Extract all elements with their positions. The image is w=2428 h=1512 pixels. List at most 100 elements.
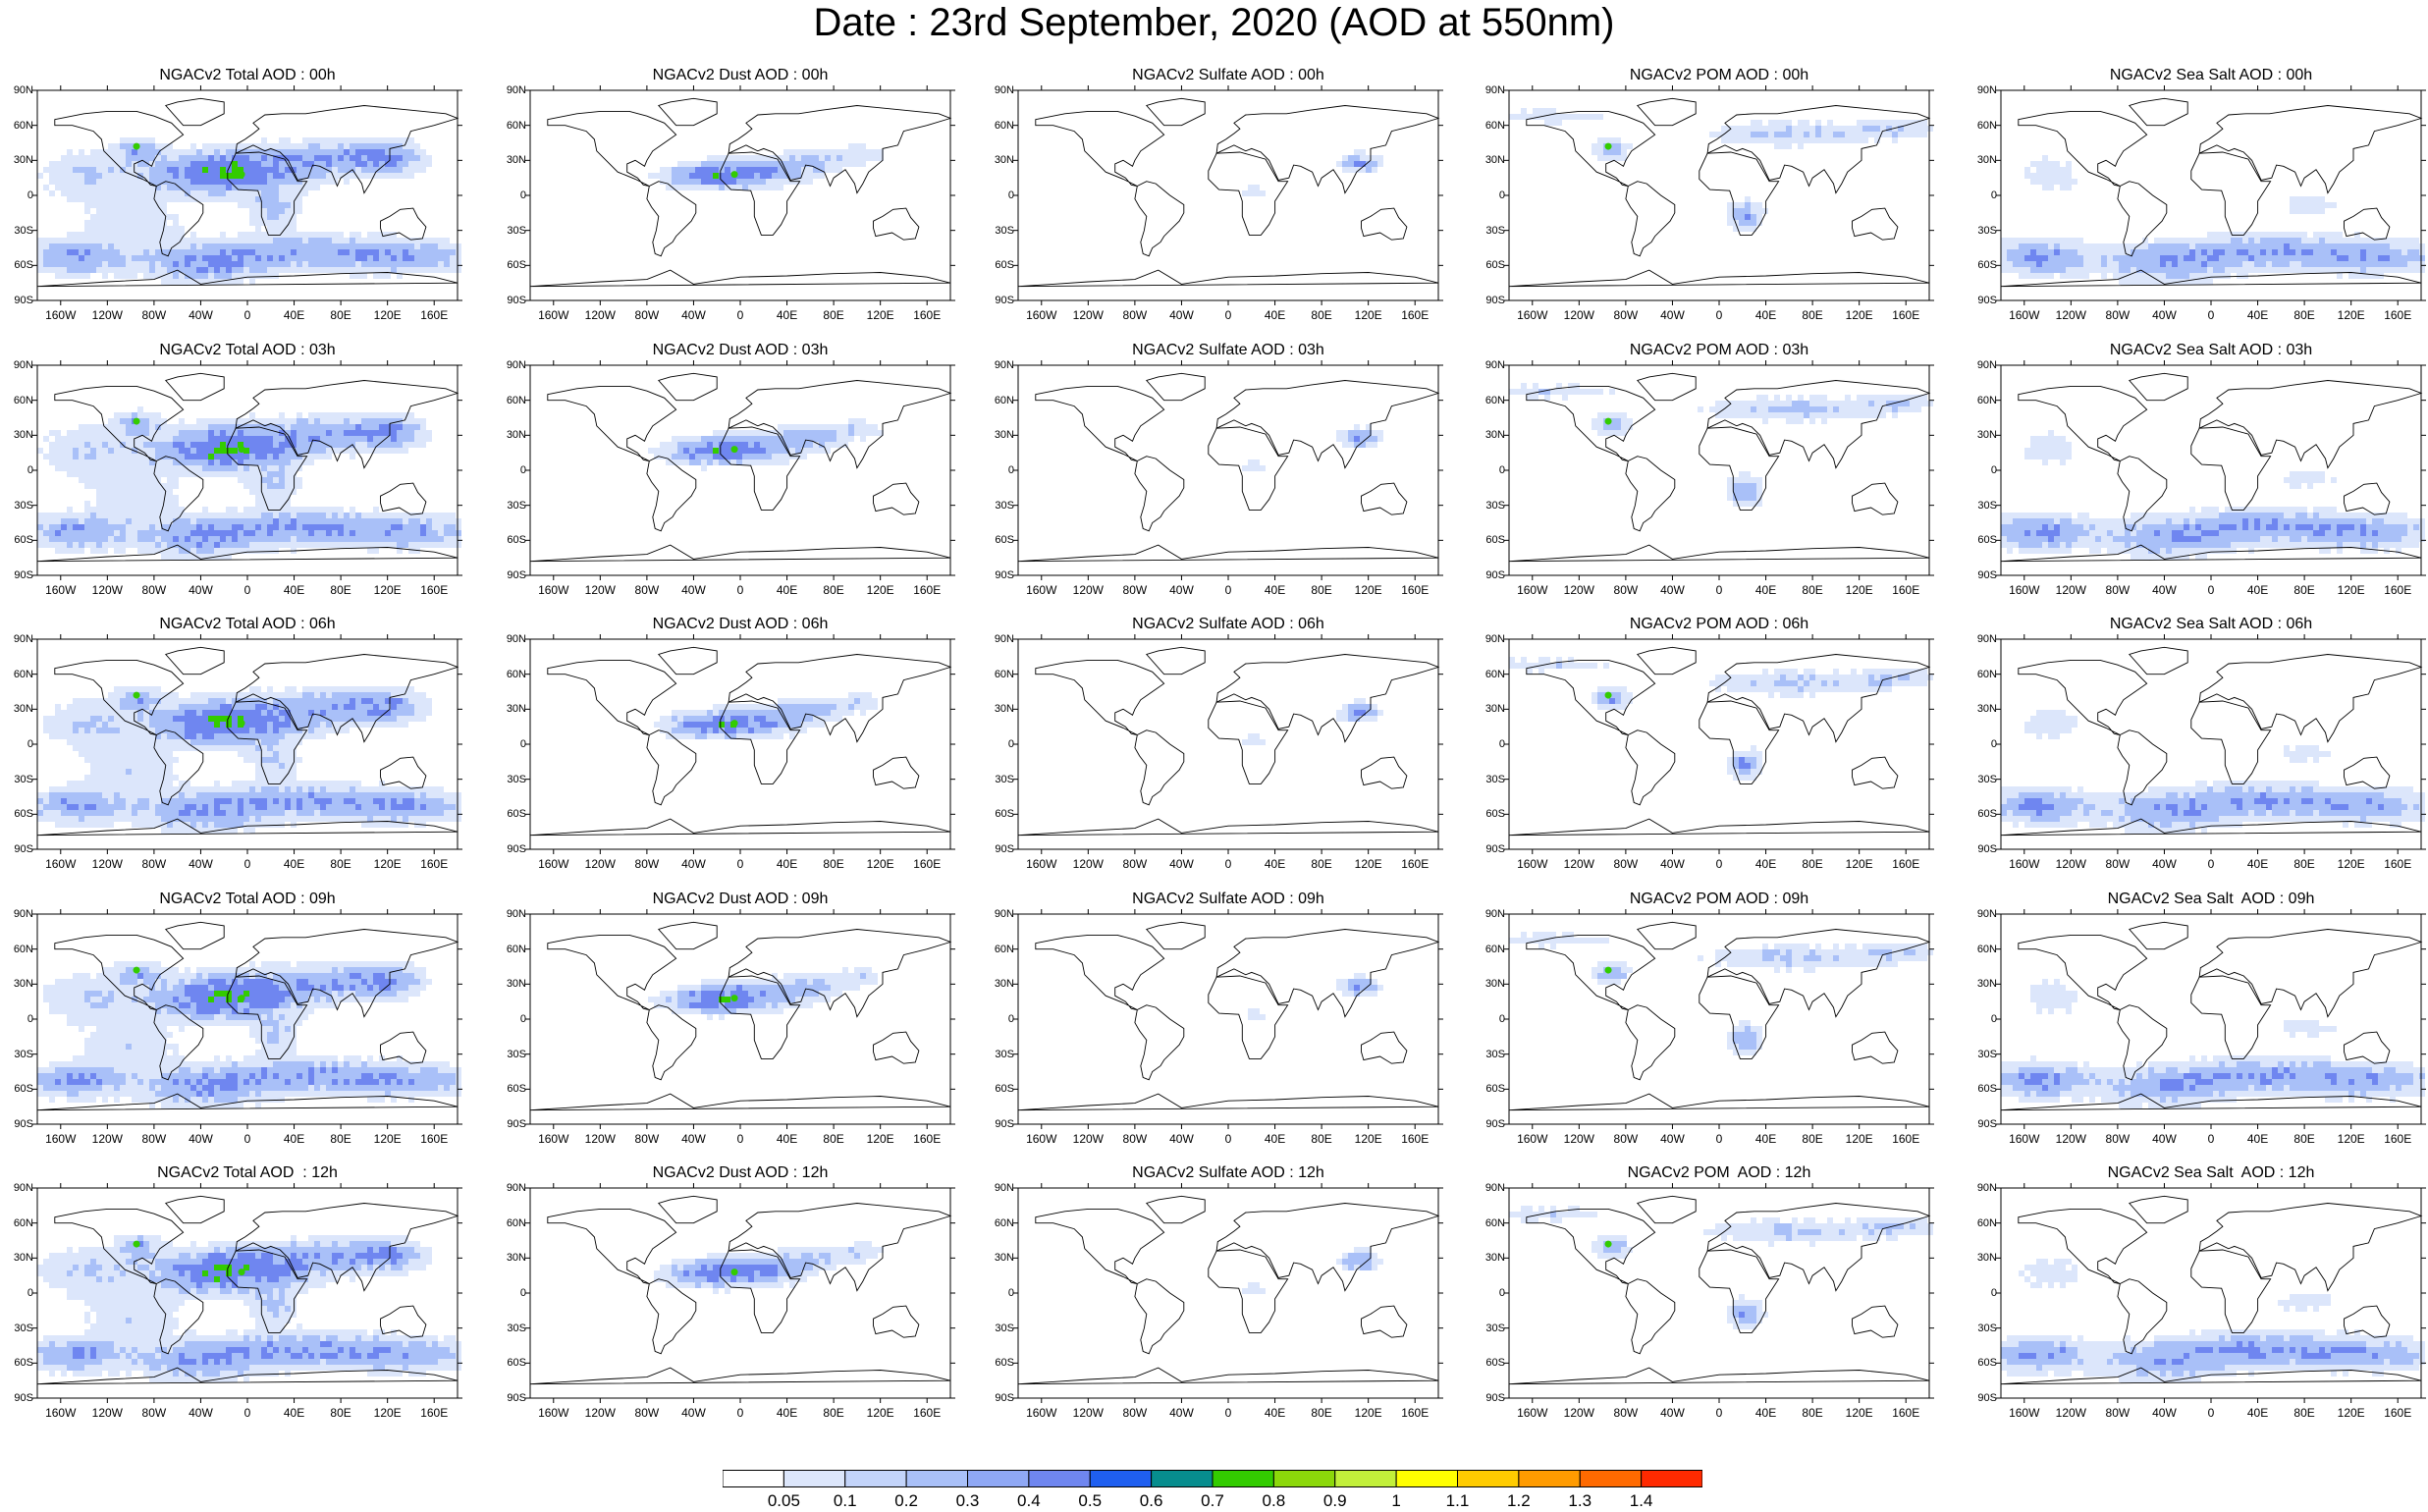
world-map	[1013, 1183, 1443, 1403]
lat-tick-label: 60N	[1484, 1216, 1505, 1229]
panel-title: NGACv2 Sulfate AOD : 06h	[1132, 616, 1324, 632]
lon-tick-label: 0	[243, 308, 251, 322]
lon-tick-label: 40E	[1264, 1132, 1286, 1146]
lon-tick-label: 40E	[1264, 583, 1286, 597]
axis-ticks	[1013, 909, 1443, 1129]
lat-tick-label: 60N	[1484, 668, 1505, 680]
axis-ticks	[1504, 1183, 1934, 1403]
lat-tick-label: 60S	[507, 1083, 526, 1096]
colorbar-swatch	[1212, 1470, 1274, 1487]
lon-tick-label: 40W	[1660, 1132, 1685, 1146]
lat-tick-label: 30S	[995, 224, 1014, 237]
aerosol-field	[1242, 1247, 1383, 1294]
lat-tick-label: 90N	[994, 633, 1014, 645]
lon-tick-label: 120E	[1845, 1406, 1873, 1420]
lon-tick-label: 0	[1224, 1406, 1232, 1420]
lon-tick-label: 160W	[45, 308, 77, 322]
lon-tick-label: 120E	[1845, 583, 1873, 597]
lon-tick-label: 120E	[373, 308, 402, 322]
lat-tick-label: 90N	[506, 908, 526, 920]
panel-title: NGACv2 Dust AOD : 03h	[652, 342, 829, 358]
colorbar-swatch	[1151, 1470, 1214, 1487]
lat-tick-label: 30N	[13, 978, 33, 991]
lat-tick-label: 0	[27, 1013, 33, 1025]
lat-tick-label: 90N	[1484, 359, 1505, 371]
coastlines	[529, 1195, 952, 1385]
lon-tick-label: 80W	[1122, 857, 1148, 871]
colorbar-swatch	[1579, 1470, 1643, 1487]
panel-title: NGACv2 POM AOD : 00h	[1629, 67, 1809, 83]
map-panel-sulfate-2: NGACv2 Sulfate AOD : 06h 90N 60N 30N 0 30S 60S…	[989, 614, 1446, 883]
aerosol-field	[2001, 710, 2425, 834]
colorbar-swatch	[723, 1470, 784, 1487]
lon-tick-label: 40W	[1660, 583, 1685, 597]
lat-tick-label: 60S	[507, 259, 526, 272]
lon-tick-label: 120E	[1354, 1132, 1382, 1146]
lon-tick-label: 120W	[584, 308, 616, 322]
lat-tick-label: 90N	[1976, 908, 1997, 920]
lon-tick-label: 40W	[681, 857, 706, 871]
axis-ticks	[1013, 85, 1443, 305]
lon-tick-label: 80W	[2105, 857, 2131, 871]
lon-tick-label: 120W	[584, 1132, 616, 1146]
lon-tick-label: 80W	[1122, 308, 1148, 322]
lon-tick-label: 160W	[1026, 583, 1057, 597]
lon-tick-label: 40E	[2246, 857, 2269, 871]
lat-tick-label: 30N	[13, 154, 33, 167]
coastlines	[2000, 97, 2423, 288]
coastlines	[1508, 372, 1931, 563]
lat-tick-label: 90N	[13, 84, 33, 96]
lon-tick-label: 160W	[1517, 308, 1548, 322]
lat-tick-label: 30S	[507, 773, 526, 785]
lon-tick-label: 40W	[2152, 857, 2177, 871]
lon-tick-label: 40W	[1169, 583, 1194, 597]
lon-tick-label: 160E	[420, 1406, 449, 1420]
map-panel-dust-2: NGACv2 Dust AOD : 06h 90N 60N 30N 0 30S 60S 90S…	[501, 614, 958, 883]
panel-title: NGACv2 Dust AOD : 12h	[652, 1164, 829, 1181]
map-panel-pom-3: NGACv2 POM AOD : 09h 90N 60N 30N 0 30S 60S 90S 1…	[1480, 889, 1937, 1158]
lon-tick-label: 160W	[1026, 1406, 1057, 1420]
world-map	[32, 634, 462, 854]
map-panel-seasalt-2: NGACv2 Sea Salt AOD : 06h 90N 60N 30N 0 30S 60…	[1971, 614, 2428, 883]
colorbar-tick-label: 0.9	[1322, 1491, 1347, 1510]
lat-tick-label: 30S	[14, 499, 33, 512]
lat-tick-label: 30S	[1977, 224, 1997, 237]
coastlines	[1017, 921, 1440, 1111]
lat-tick-label: 30S	[507, 224, 526, 237]
world-map	[525, 909, 955, 1129]
lon-tick-label: 160W	[1026, 857, 1057, 871]
coastlines	[1017, 646, 1440, 837]
lon-tick-label: 160E	[1401, 308, 1430, 322]
lat-tick-label: 30S	[507, 1322, 526, 1334]
lon-tick-label: 160E	[913, 308, 942, 322]
lon-tick-label: 80W	[1122, 1406, 1148, 1420]
lat-tick-label: 90N	[1484, 84, 1505, 96]
aerosol-field	[1242, 698, 1383, 745]
aerosol-hotspot	[1604, 966, 1612, 974]
coastlines	[36, 921, 459, 1111]
panel-title: NGACv2 Sea Salt AOD : 00h	[2109, 67, 2313, 83]
lon-tick-label: 80W	[634, 857, 660, 871]
lon-tick-label: 80W	[1613, 583, 1639, 597]
lon-tick-label: 120E	[2337, 583, 2365, 597]
lat-tick-label: 30N	[1976, 154, 1997, 167]
lon-tick-label: 80W	[141, 1132, 167, 1146]
lat-tick-label: 60S	[1977, 1357, 1997, 1370]
lon-tick-label: 80W	[141, 308, 167, 322]
lon-tick-label: 120W	[91, 1406, 123, 1420]
lon-tick-label: 80W	[1122, 583, 1148, 597]
axis-ticks	[1996, 360, 2426, 580]
lat-tick-label: 0	[1498, 189, 1505, 201]
map-panel-seasalt-0: NGACv2 Sea Salt AOD : 00h 90N 60N 30N 0 30S 60…	[1971, 65, 2428, 334]
lon-tick-label: 40E	[1754, 583, 1777, 597]
lat-tick-label: 60S	[14, 259, 33, 272]
lat-tick-label: 60S	[1977, 808, 1997, 821]
lat-tick-label: 30N	[1976, 429, 1997, 442]
lat-tick-label: 60N	[506, 119, 526, 132]
coastlines	[529, 921, 952, 1111]
lon-tick-label: 0	[243, 1406, 251, 1420]
lat-tick-label: 30N	[13, 703, 33, 716]
lat-tick-label: 30N	[1976, 703, 1997, 716]
lat-tick-label: 90S	[1977, 569, 1997, 581]
lat-tick-label: 60S	[14, 808, 33, 821]
